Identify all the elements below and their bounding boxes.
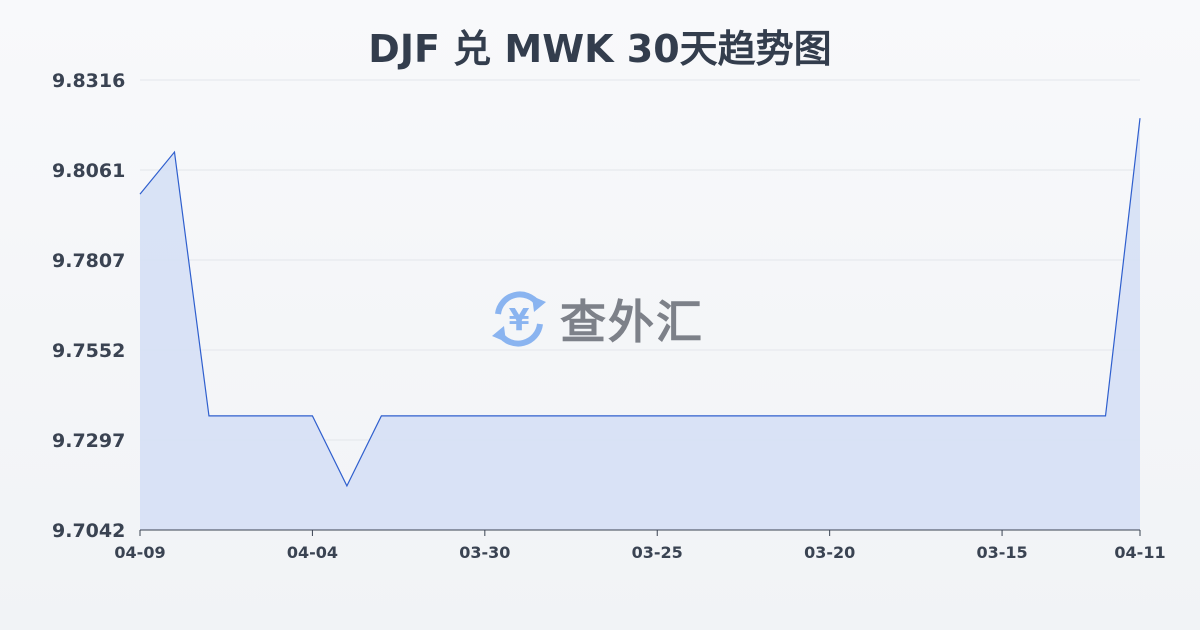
- svg-text:¥: ¥: [509, 303, 530, 338]
- watermark-text: 查外汇: [560, 295, 704, 349]
- x-tick-label: 04-09: [114, 543, 165, 562]
- watermark: ¥ 查外汇: [488, 286, 704, 352]
- x-tick-label: 04-04: [287, 543, 338, 562]
- series-line: [139, 118, 1141, 488]
- x-tick-label: 04-11: [1114, 543, 1165, 562]
- x-tick-label: 03-20: [804, 543, 855, 562]
- y-tick-label: 9.7297: [52, 430, 125, 452]
- y-tick-label: 9.8061: [52, 160, 125, 182]
- x-tick-label: 03-15: [976, 543, 1027, 562]
- y-tick-label: 9.7552: [52, 340, 125, 362]
- yuan-exchange-icon: ¥: [492, 291, 546, 347]
- area-fill: [140, 118, 1140, 530]
- y-tick-label: 9.8316: [52, 70, 125, 92]
- y-tick-label: 9.7042: [52, 520, 125, 542]
- x-tick-label: 03-30: [459, 543, 510, 562]
- chart-title: DJF 兑 MWK 30天趋势图: [368, 27, 832, 71]
- x-tick-label: 03-25: [632, 543, 683, 562]
- y-tick-label: 9.7807: [52, 250, 125, 272]
